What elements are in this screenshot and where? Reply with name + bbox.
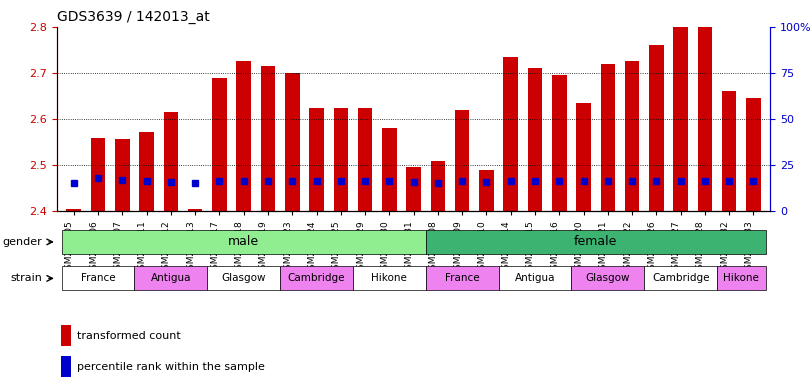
Bar xyxy=(61,325,71,346)
Bar xyxy=(746,98,761,211)
Bar xyxy=(91,138,105,211)
Bar xyxy=(673,27,688,211)
Text: GDS3639 / 142013_at: GDS3639 / 142013_at xyxy=(57,10,209,25)
FancyBboxPatch shape xyxy=(208,266,280,291)
Text: France: France xyxy=(445,273,479,283)
Bar xyxy=(455,110,470,211)
Text: France: France xyxy=(81,273,115,283)
FancyBboxPatch shape xyxy=(135,266,208,291)
Bar xyxy=(309,108,324,211)
Bar xyxy=(406,167,421,211)
Text: Antigua: Antigua xyxy=(151,273,191,283)
Bar xyxy=(479,170,494,211)
Bar xyxy=(212,78,227,211)
Bar xyxy=(61,356,71,377)
Text: Hikone: Hikone xyxy=(371,273,407,283)
FancyBboxPatch shape xyxy=(62,230,426,254)
Bar xyxy=(528,68,543,211)
Bar xyxy=(382,128,397,211)
Bar xyxy=(139,132,154,211)
Text: strain: strain xyxy=(11,273,42,283)
Bar xyxy=(358,108,372,211)
Text: gender: gender xyxy=(2,237,42,247)
Bar xyxy=(333,108,348,211)
Text: Antigua: Antigua xyxy=(515,273,556,283)
Bar xyxy=(624,61,639,211)
Bar xyxy=(188,209,203,211)
Bar xyxy=(285,73,299,211)
FancyBboxPatch shape xyxy=(426,266,499,291)
Bar xyxy=(164,112,178,211)
FancyBboxPatch shape xyxy=(280,266,353,291)
Text: percentile rank within the sample: percentile rank within the sample xyxy=(77,362,265,372)
Bar xyxy=(260,66,275,211)
Text: transformed count: transformed count xyxy=(77,331,181,341)
Bar xyxy=(649,45,663,211)
Bar xyxy=(552,75,567,211)
Bar xyxy=(577,103,591,211)
FancyBboxPatch shape xyxy=(353,266,426,291)
FancyBboxPatch shape xyxy=(572,266,644,291)
Text: Cambridge: Cambridge xyxy=(288,273,345,283)
FancyBboxPatch shape xyxy=(644,266,717,291)
Bar xyxy=(115,139,130,211)
Text: Glasgow: Glasgow xyxy=(586,273,630,283)
Bar xyxy=(504,57,518,211)
Text: female: female xyxy=(574,235,617,248)
FancyBboxPatch shape xyxy=(717,266,766,291)
Bar xyxy=(67,209,81,211)
Bar xyxy=(722,91,736,211)
Bar xyxy=(236,61,251,211)
Text: Hikone: Hikone xyxy=(723,273,759,283)
FancyBboxPatch shape xyxy=(426,230,766,254)
Bar xyxy=(697,4,712,211)
Bar xyxy=(431,161,445,211)
Text: male: male xyxy=(228,235,260,248)
Text: Cambridge: Cambridge xyxy=(652,273,710,283)
FancyBboxPatch shape xyxy=(62,266,135,291)
Bar xyxy=(600,64,615,211)
FancyBboxPatch shape xyxy=(499,266,572,291)
Text: Glasgow: Glasgow xyxy=(221,273,266,283)
